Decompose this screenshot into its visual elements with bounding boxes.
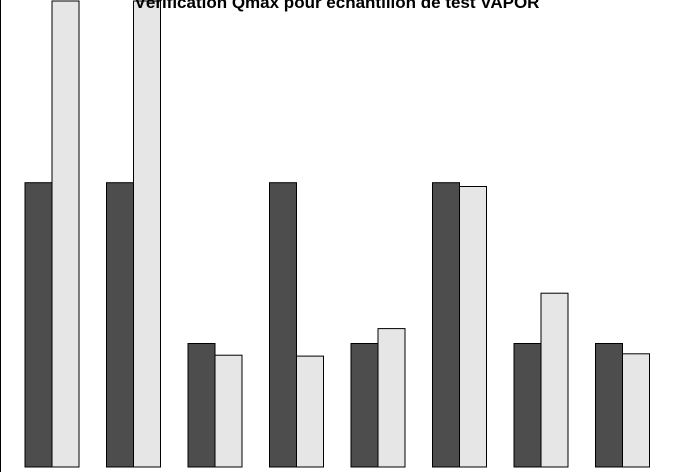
bar-group8-series1	[595, 343, 623, 468]
bar-group4-series1	[269, 182, 297, 468]
bar-group2-series2	[133, 0, 161, 468]
bar-group3-series2	[214, 354, 243, 468]
bar-group6-series1	[432, 182, 460, 468]
bar-group1-series1	[24, 182, 53, 468]
bars-group	[24, 0, 650, 468]
chart-title: Vérification Qmax pour échantillon de te…	[135, 0, 540, 12]
bar-group7-series1	[513, 343, 542, 468]
bar-group8-series2	[622, 353, 650, 468]
bar-group4-series2	[296, 355, 324, 468]
bar-group6-series2	[459, 186, 487, 468]
bar-group3-series1	[187, 343, 216, 468]
bar-group5-series2	[377, 328, 406, 468]
bar-group5-series1	[350, 343, 379, 468]
bar-group1-series2	[51, 0, 80, 468]
bar-group2-series1	[106, 182, 134, 468]
bar-group7-series2	[540, 292, 569, 468]
